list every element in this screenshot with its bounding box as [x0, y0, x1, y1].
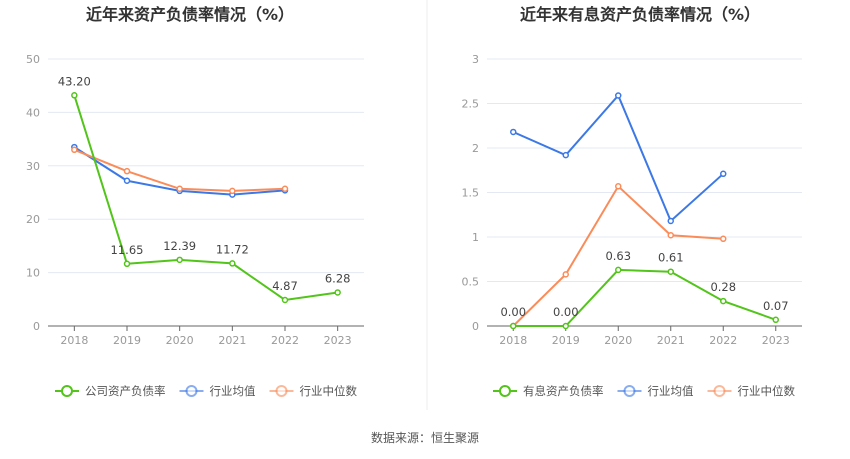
data-point-company[interactable] [562, 322, 569, 330]
y-tick-label: 2.5 [462, 98, 480, 111]
data-label: 11.65 [111, 243, 144, 257]
y-tick-label: 2 [472, 142, 479, 155]
data-point-median[interactable] [71, 146, 78, 154]
y-tick-label: 0 [472, 320, 479, 333]
data-label: 43.20 [58, 74, 91, 88]
data-point-median[interactable] [123, 167, 131, 175]
x-tick-label: 2022 [271, 334, 299, 347]
data-point-company[interactable] [772, 316, 779, 324]
data-label: 0.00 [553, 305, 579, 319]
data-point-avg[interactable] [562, 151, 569, 159]
data-label: 11.72 [216, 242, 249, 256]
data-point-median[interactable] [562, 271, 569, 278]
chart-title: 近年来有息资产负债率情况（%） [520, 5, 760, 24]
data-point-company[interactable] [281, 296, 289, 304]
y-tick-label: 20 [26, 213, 40, 226]
legend-item-avg[interactable]: 行业均值 [210, 384, 256, 398]
chart-title: 近年来资产负债率情况（%） [86, 5, 294, 24]
legend-item-median[interactable]: 行业中位数 [300, 384, 358, 398]
legend-marker-icon[interactable] [623, 385, 636, 397]
legend-marker-icon[interactable] [499, 385, 511, 397]
y-tick-label: 1 [472, 231, 479, 244]
x-tick-label: 2021 [657, 334, 685, 347]
y-tick-label: 0 [33, 320, 40, 333]
data-point-company[interactable] [71, 92, 78, 99]
x-tick-label: 2018 [60, 334, 88, 347]
data-point-median[interactable] [176, 185, 183, 193]
data-point-avg[interactable] [123, 177, 131, 185]
y-tick-label: 3 [472, 53, 479, 66]
source-text: 数据来源：恒生聚源 [371, 430, 479, 445]
data-label: 12.39 [163, 239, 196, 253]
data-label: 0.07 [763, 299, 789, 313]
x-tick-label: 2023 [324, 334, 352, 347]
series-line-company [513, 268, 777, 327]
data-point-avg[interactable] [720, 170, 727, 178]
series-line-avg [512, 93, 724, 223]
data-label: 6.28 [325, 271, 351, 285]
x-tick-label: 2023 [762, 334, 790, 347]
data-point-avg[interactable] [510, 128, 517, 136]
data-point-company[interactable] [510, 322, 517, 330]
legend-item-median[interactable]: 行业中位数 [738, 384, 796, 398]
legend-marker-icon[interactable] [713, 385, 726, 397]
x-tick-label: 2019 [113, 334, 141, 347]
y-tick-label: 40 [26, 106, 40, 119]
data-point-company[interactable] [176, 256, 183, 264]
x-tick-label: 2022 [709, 334, 737, 347]
data-point-company[interactable] [334, 289, 341, 296]
x-tick-label: 2020 [166, 334, 194, 347]
x-tick-label: 2018 [499, 334, 527, 347]
data-label: 0.28 [710, 280, 736, 294]
data-point-company[interactable] [123, 260, 131, 268]
data-point-avg[interactable] [667, 217, 674, 225]
data-label: 0.00 [500, 305, 526, 319]
series-line-median [73, 148, 286, 192]
data-label: 0.63 [605, 249, 631, 263]
y-tick-label: 50 [26, 53, 40, 66]
x-tick-label: 2019 [552, 334, 580, 347]
data-point-median[interactable] [281, 185, 289, 193]
data-point-median[interactable] [667, 231, 674, 239]
data-point-avg[interactable] [615, 92, 622, 99]
x-tick-label: 2021 [218, 334, 246, 347]
y-tick-label: 1.5 [462, 187, 480, 200]
data-label: 0.61 [658, 251, 684, 265]
series-line-company [73, 95, 338, 302]
legend-marker-icon[interactable] [61, 385, 73, 397]
legend-item-avg[interactable]: 行业均值 [648, 384, 694, 398]
data-point-company[interactable] [720, 297, 727, 305]
legend-item-company[interactable]: 有息资产负债率 [523, 384, 604, 398]
data-point-company[interactable] [667, 268, 674, 275]
data-label: 4.87 [272, 279, 298, 293]
data-point-company[interactable] [229, 260, 236, 267]
y-tick-label: 0.5 [462, 276, 480, 289]
y-tick-label: 30 [26, 160, 40, 173]
legend-item-company[interactable]: 公司资产负债率 [85, 384, 166, 398]
data-point-median[interactable] [615, 183, 622, 190]
data-point-median[interactable] [229, 187, 236, 195]
data-point-company[interactable] [615, 266, 622, 274]
y-tick-label: 10 [26, 267, 40, 280]
legend-marker-icon[interactable] [185, 385, 198, 397]
data-point-median[interactable] [720, 235, 727, 243]
legend-marker-icon[interactable] [275, 385, 288, 397]
x-tick-label: 2020 [604, 334, 632, 347]
